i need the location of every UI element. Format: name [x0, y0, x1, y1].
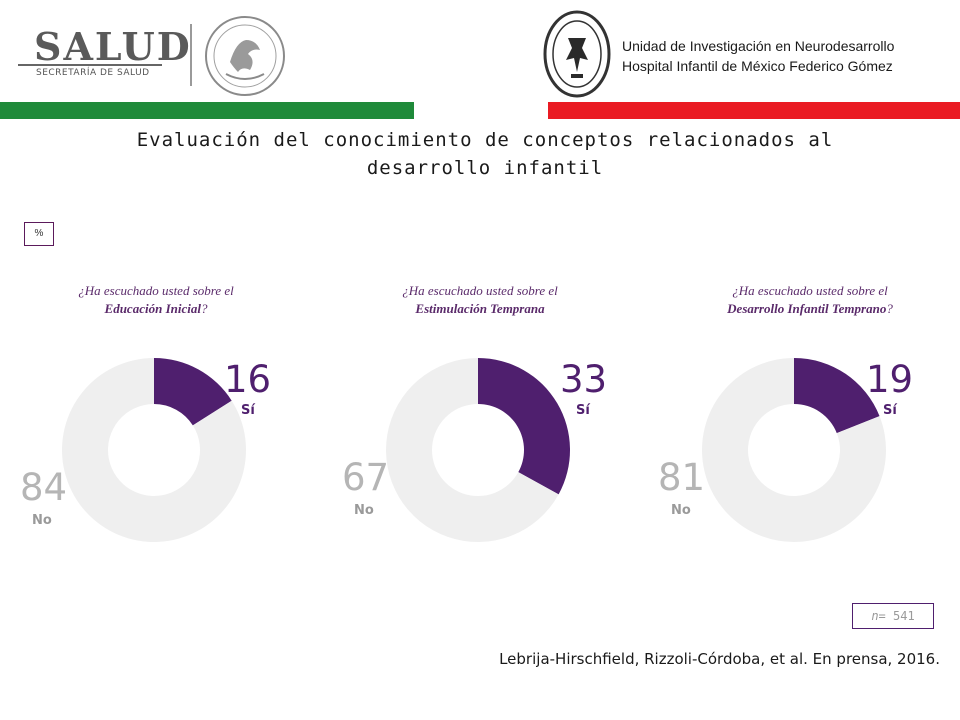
si-label-3: Sí: [883, 403, 897, 418]
si-value-2: 33: [560, 358, 608, 401]
question-2-topic: Estimulación Temprana: [415, 301, 545, 316]
question-1-suffix: ?: [200, 301, 208, 316]
sample-size-prefix: n: [871, 609, 879, 623]
no-label-2: No: [354, 503, 374, 518]
si-value-1: 16: [224, 358, 272, 401]
question-2-topic-line: Estimulación Temprana: [330, 300, 630, 318]
donut-chart-2: [386, 358, 570, 542]
chart-panel-3: ¿Ha escuchado usted sobre el Desarrollo …: [640, 282, 960, 562]
donut-3-slice-si: [794, 358, 880, 434]
institution-text: Unidad de Investigación en Neurodesarrol…: [622, 36, 894, 76]
sample-size-value: = 541: [878, 609, 915, 623]
si-label-1: Sí: [241, 403, 255, 418]
donut-chart-1: [62, 358, 246, 542]
page-title-line-2: desarrollo infantil: [366, 157, 604, 179]
no-label-3: No: [671, 503, 691, 518]
mexico-seal-icon: [205, 16, 285, 96]
salud-logo: SALUD SECRETARÍA DE SALUD: [16, 22, 190, 84]
salud-rule: [18, 64, 162, 66]
question-2-prefix: ¿Ha escuchado usted sobre el: [402, 283, 558, 298]
question-1-topic-line: Educación Inicial?: [12, 300, 300, 318]
donut-3-slice-no: [702, 358, 886, 542]
chart-panel-2: ¿Ha escuchado usted sobre el Estimulació…: [330, 282, 650, 562]
si-label-2: Sí: [576, 403, 590, 418]
question-3-topic-line: Desarrollo Infantil Temprano?: [640, 300, 960, 318]
donut-2-slice-no: [386, 358, 559, 542]
unit-badge: %: [24, 222, 54, 246]
red-header-bar: [548, 102, 960, 119]
question-3-suffix: ?: [886, 301, 893, 316]
donut-2-slice-si: [478, 358, 570, 495]
chart-panel-1: ¿Ha escuchado usted sobre el Educación I…: [12, 282, 332, 562]
si-value-3: 19: [866, 358, 914, 401]
hospital-logo-icon: [543, 10, 611, 98]
no-value-2: 67: [342, 456, 390, 499]
salud-wordmark: SALUD: [34, 24, 192, 69]
question-3-prefix: ¿Ha escuchado usted sobre el: [732, 283, 888, 298]
no-value-3: 81: [658, 456, 706, 499]
donut-chart-3: [702, 358, 886, 542]
question-3: ¿Ha escuchado usted sobre el Desarrollo …: [640, 282, 960, 318]
question-1-topic: Educación Inicial: [104, 301, 201, 316]
citation: Lebrija-Hirschfield, Rizzoli-Córdoba, et…: [499, 650, 940, 668]
salud-subtitle: SECRETARÍA DE SALUD: [36, 68, 150, 78]
header-divider: [190, 24, 192, 86]
page-title-line-1: Evaluación del conocimiento de conceptos…: [136, 129, 834, 151]
question-2: ¿Ha escuchado usted sobre el Estimulació…: [330, 282, 630, 318]
institution-line-1: Unidad de Investigación en Neurodesarrol…: [622, 38, 895, 54]
no-label-1: No: [32, 513, 52, 528]
question-1: ¿Ha escuchado usted sobre el Educación I…: [12, 282, 300, 318]
donut-1-slice-no: [62, 358, 246, 542]
question-1-prefix: ¿Ha escuchado usted sobre el: [78, 283, 234, 298]
green-header-bar: [0, 102, 414, 119]
institution-line-2: Hospital Infantil de México Federico Góm…: [622, 58, 893, 74]
donut-1-slice-si: [154, 358, 232, 426]
page-title: Evaluación del conocimiento de conceptos…: [40, 126, 930, 182]
sample-size-badge: n= 541: [852, 603, 934, 629]
question-3-topic: Desarrollo Infantil Temprano: [727, 301, 887, 316]
no-value-1: 84: [20, 466, 68, 509]
